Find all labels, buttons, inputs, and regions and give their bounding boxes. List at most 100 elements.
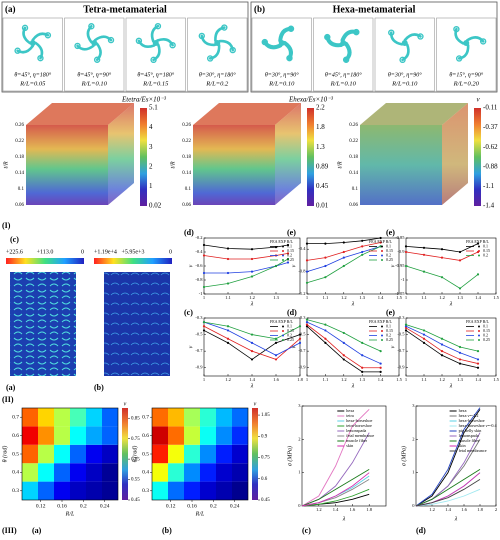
legend-label: 0.1 [386,323,391,328]
cube-front [193,125,275,205]
legend-label: lemonspada [346,428,366,433]
legend-label: muscle fiber [346,438,367,443]
data-point [458,362,462,365]
panel-label: (e) [386,308,395,317]
axis-tick-label: 0.18 [15,155,24,160]
y-tick-label: 0 [412,503,415,508]
arm [389,31,404,46]
heatmap-cell [70,444,86,464]
data-point [379,236,382,240]
heatmap-cell [216,463,232,482]
unit-cell-icon [388,29,424,64]
series-line [415,488,481,507]
data-point [458,287,462,290]
data-point [379,366,382,369]
heatmap-cell [184,481,200,500]
axis-tick-label: 0.22 [15,139,24,144]
panel-title: Hexa-metamaterial [333,4,416,15]
heatmap-cell [22,444,38,464]
axis-tick-label: 0.1 [352,187,359,192]
heatmap-cell [216,426,232,445]
data-point [458,259,462,262]
colorbar-tick: 0.45 [316,182,329,190]
data-point [202,285,206,289]
y-tick-label: 0.5 [12,451,19,457]
x-tick-label: 0.24 [230,503,240,509]
heatmap-cell [54,426,70,445]
heatmap-cell [86,463,102,482]
y-tick-label: -0.9 [397,249,405,254]
data-point [440,276,444,279]
data-point [440,343,444,346]
x-tick-label: 1.8 [477,507,483,512]
legend-label: 0.2 [287,332,292,337]
legend-label: hexa [346,408,354,413]
x-tick-label: 1.8 [297,377,303,382]
data-point [305,325,309,328]
data-point [342,264,345,268]
legend-title: FEA EXP R/L [369,319,393,324]
axis-tick-label: 0.06 [349,203,358,208]
data-point [226,341,230,344]
arm [344,41,352,62]
heatmap-cell [152,481,168,500]
legend-title: FEA EXP R/L [466,319,490,324]
series-line [301,472,370,507]
x-tick-label: 1 [306,295,308,300]
y-tick-label: -0.95 [395,263,405,268]
colorbar-tick-label: 0.6 [261,477,268,482]
sub-label: (a) [6,383,16,392]
data-point [361,239,364,242]
y-tick-label: -0.3 [298,315,306,320]
y-tick-label: -0.9 [397,365,405,370]
x-axis-label: λ [250,301,254,307]
x-tick-label: 1.2 [316,507,322,512]
legend-label: 0.2 [386,332,391,337]
colorbar-tick: -0.37 [483,123,498,131]
data-point [202,254,206,257]
data-point [226,257,230,261]
data-point [440,350,444,353]
data-point [361,245,364,248]
data-point [324,276,327,279]
legend-marker [282,250,284,252]
colorbar [252,408,258,500]
x-tick-label: 1.3 [457,295,463,300]
legend-marker [478,245,480,248]
axis-label: t/R [337,161,343,168]
data-point [404,326,408,330]
data-point [305,281,309,284]
colorbar-tick: +113.0 [37,249,54,255]
y-tick-label: 0 [298,503,301,508]
colorbar-tick: -0.11 [483,104,498,112]
colorbar-tick: 2 [149,162,153,170]
panel-label: (e) [287,228,296,237]
colorbar-tick: 2.2 [316,104,325,112]
series-line [301,488,370,507]
y-tick-label: -0.8 [195,277,203,282]
data-point [422,270,426,273]
data-point [202,325,206,328]
colorbar-tick: 5.1 [149,104,158,112]
x-tick-label: 1.5 [396,377,402,382]
arm [262,40,283,50]
legend-label: 0.2 [386,252,391,257]
cell-caption: R/L=0.10 [330,80,357,87]
arm-node [44,32,52,39]
x-axis-label: λ [449,301,453,307]
heatmap-cell [38,426,54,445]
data-point [404,329,408,332]
legend-marker [381,330,383,332]
data-point [250,350,254,353]
data-point [379,370,382,373]
cell-caption: R/L=0.2 [205,80,229,87]
y-tick-label: 0.7 [12,414,19,420]
legend-marker [282,254,284,257]
colorbar [6,258,84,264]
cube-top [26,103,134,125]
data-point [361,341,364,344]
x-tick-label: 1.4 [333,507,339,512]
y-axis-label: ν [188,264,194,267]
heatmap-cell [38,408,54,427]
colorbar-tick: 1 [149,182,153,190]
